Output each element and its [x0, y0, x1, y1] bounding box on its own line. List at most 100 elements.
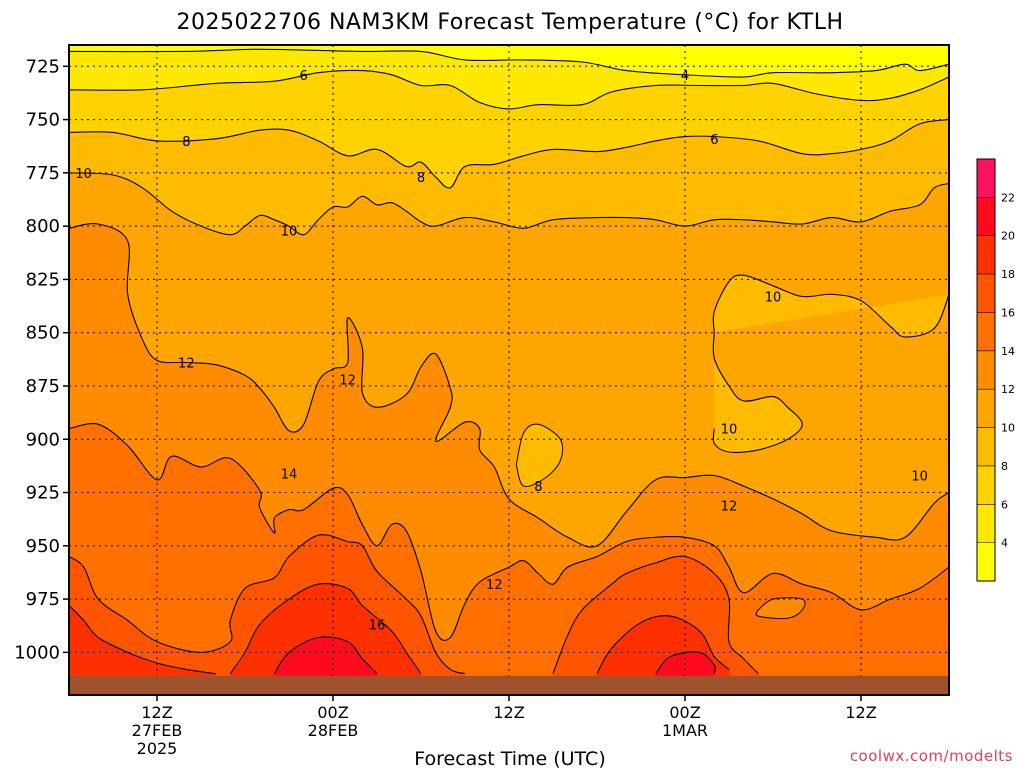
x-tick-label: 00Z [669, 703, 700, 722]
contour-label: 16 [369, 619, 386, 634]
colorbar-label: 20 [1001, 230, 1015, 243]
colorbar-swatch [977, 542, 995, 581]
contour-line-4 [69, 48, 949, 78]
contour-label-text: 10 [721, 423, 738, 438]
y-tick-label: 925 [26, 483, 60, 504]
contour-label-text: 8 [534, 480, 542, 495]
colorbar-swatch [977, 235, 995, 275]
contour-label: 10 [765, 290, 782, 305]
contour-label-text: 12 [486, 578, 503, 593]
colorbar-swatch [977, 465, 995, 505]
ground-surface [69, 675, 949, 695]
y-tick-label: 975 [26, 589, 60, 610]
contour-label: 4 [681, 69, 689, 84]
contour-label-text: 16 [369, 619, 386, 634]
x-tick-label: 28FEB [308, 721, 359, 740]
colorbar-swatch [977, 159, 995, 198]
contour-line-6 [69, 69, 949, 110]
x-axis-title: Forecast Time (UTC) [414, 748, 605, 768]
colorbar-label: 8 [1001, 460, 1008, 473]
contour-label: 10 [75, 167, 92, 182]
x-tick-label: 12Z [141, 703, 172, 722]
ground-layer [69, 675, 949, 695]
chart-title: 2025022706 NAM3KM Forecast Temperature (… [176, 10, 843, 35]
colorbar-label: 18 [1001, 268, 1015, 281]
y-tick-label: 850 [26, 323, 60, 344]
contour-label: 8 [534, 480, 542, 495]
contour-line-8-pocket [515, 423, 564, 488]
y-tick-label: 1000 [14, 642, 60, 663]
contour-label: 10 [281, 224, 298, 239]
x-tick-label: 12Z [845, 703, 876, 722]
contour-label-text: 6 [710, 133, 718, 148]
contour-label: 10 [721, 423, 738, 438]
contour-label-text: 14 [281, 467, 298, 482]
contour-label-text: 8 [182, 135, 190, 150]
colorbar-label: 10 [1001, 422, 1015, 435]
x-tick-label: 00Z [317, 703, 348, 722]
y-tick-label: 775 [26, 163, 60, 184]
contour-label: 10 [911, 469, 928, 484]
temperature-band-10 [713, 332, 803, 453]
colorbar-swatch [977, 504, 995, 543]
contour-line-20 [273, 636, 378, 675]
contour-line-12 [69, 223, 949, 548]
contour-label-text: 6 [300, 69, 308, 84]
colorbar-swatch [977, 197, 995, 236]
contour-label: 6 [300, 69, 308, 84]
y-tick-label: 900 [26, 429, 60, 450]
contour-label-text: 12 [721, 499, 738, 514]
x-tick-label: 1MAR [662, 721, 708, 740]
y-axis: 725 750 775 800 825 850 875 900 925 950 975 1000 [14, 56, 69, 663]
contour-line-layer [69, 48, 949, 675]
colorbar-swatch [977, 274, 995, 313]
colorbar-swatch [977, 389, 995, 428]
colorbar-swatch [977, 312, 995, 351]
contour-line-14 [69, 423, 949, 641]
contour-label-text: 10 [75, 167, 92, 182]
contour-label-text: 8 [417, 171, 425, 186]
contour-line-10 [712, 274, 949, 338]
watermark-text: coolwx.com/modelts [850, 747, 1013, 765]
colorbar-frame [976, 158, 996, 582]
colorbar-label: 6 [1001, 498, 1008, 511]
y-tick-label: 825 [26, 269, 60, 290]
contour-label-text: 10 [765, 290, 782, 305]
temperature-band-18 [69, 605, 216, 695]
contour-label-text: 10 [911, 469, 928, 484]
contour-line-10 [69, 172, 949, 236]
contour-line-10 [712, 332, 803, 453]
colorbar-label: 16 [1001, 306, 1015, 319]
y-tick-label: 750 [26, 110, 60, 131]
colorbar-label: 14 [1001, 345, 1015, 358]
contour-line-8 [69, 119, 949, 189]
colorbar-swatch [977, 350, 995, 390]
contour-label-text: 12 [178, 357, 195, 372]
contour-line-12-pocket [755, 597, 806, 620]
contour-label: 12 [339, 374, 356, 389]
x-tick-label: 2025 [137, 739, 178, 758]
contour-label: 12 [721, 499, 738, 514]
contour-line-16 [552, 555, 759, 675]
colorbar-label: 4 [1001, 537, 1008, 550]
x-tick-label: 12Z [493, 703, 524, 722]
y-tick-label: 950 [26, 536, 60, 557]
contour-label: 12 [178, 357, 195, 372]
contour-label: 12 [486, 578, 503, 593]
contour-label-text: 4 [681, 69, 689, 84]
y-tick-label: 725 [26, 56, 60, 77]
temperature-band-10 [713, 275, 949, 338]
plot-area: 4 6 6 8 8 8 10 10 10 10 10 12 12 12 12 14 16 [69, 45, 949, 695]
contour-label: 8 [417, 171, 425, 186]
colorbar-swatch [977, 427, 995, 466]
contour-line-18 [596, 615, 730, 674]
colorbar: 4 6 8 10 12 14 16 18 20 22 [976, 158, 1015, 582]
contour-label: 14 [281, 467, 298, 482]
contour-label-layer: 4 6 6 8 8 8 10 10 10 10 10 12 12 12 12 14 16 [75, 69, 928, 634]
contour-label: 8 [182, 135, 190, 150]
y-tick-label: 875 [26, 376, 60, 397]
contour-label-text: 12 [339, 374, 356, 389]
colorbar-label: 22 [1001, 191, 1015, 204]
contour-line-18 [229, 583, 422, 675]
